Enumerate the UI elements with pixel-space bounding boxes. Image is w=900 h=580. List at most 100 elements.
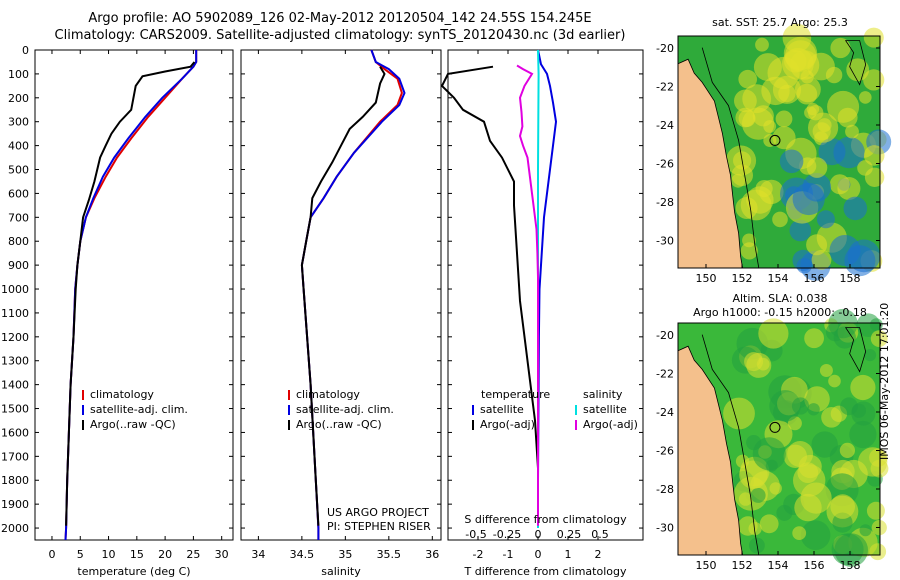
salinity-xlabel: salinity (321, 565, 361, 578)
difference-xlabel: T difference from climatology (464, 565, 627, 578)
sst-map-ocean-patch (735, 107, 755, 128)
sst-map-ocean-patch (740, 242, 758, 260)
sla-map-ocean-patch (851, 403, 867, 418)
sla-map-xtick-label: 158 (840, 559, 861, 572)
sst-map-ocean-patch (863, 145, 885, 166)
sst-map-ocean-patch (859, 91, 872, 104)
sst-map-ocean-patch (829, 174, 850, 195)
sst-map-ocean-patch (830, 37, 851, 59)
sst-map-ocean-patch (734, 89, 757, 113)
annotation-pi: PI: STEPHEN RISER (327, 520, 431, 533)
diff-s-tick-label: -0.25 (493, 528, 521, 541)
sst-map-ytick-label: -24 (656, 119, 674, 132)
sst-map-ocean-patch (738, 69, 757, 89)
depth-tick-label: 300 (8, 116, 29, 129)
sla-map-contour (701, 334, 760, 556)
depth-tick-label: 1600 (1, 426, 29, 439)
sst-map-ocean-patch (817, 118, 832, 133)
sst-map-ocean-patch (845, 124, 859, 139)
sst-map-ocean-patch (742, 233, 756, 248)
temperature-xtick-label: 20 (158, 548, 172, 561)
depth-tick-label: 1400 (1, 379, 29, 392)
difference-series-line (440, 65, 539, 526)
sst-map-ocean-patch (784, 40, 817, 72)
sla-map-ocean-patch (863, 349, 877, 362)
depth-tick-label: 200 (8, 92, 29, 105)
sst-map-ocean-patch (775, 110, 793, 128)
sla-map-ocean-patch (834, 533, 868, 567)
sst-map-ocean-patch (863, 69, 885, 91)
sst-map-reef-contour (844, 40, 867, 86)
temperature-xtick-label: 25 (186, 548, 200, 561)
sla-map-ocean-patch (839, 442, 856, 458)
sla-map-ocean-patch (723, 397, 755, 430)
sla-map-ocean-patch (758, 318, 789, 349)
salinity-legend-label: climatology (296, 388, 360, 401)
sst-map-ocean-patch (816, 210, 835, 229)
timestamp-stamp: IMOS 06-May-2012 17:01:20 (878, 302, 891, 460)
diff-legend-label: Argo(-adj) (583, 418, 638, 431)
depth-tick-label: 500 (8, 164, 29, 177)
sst-map-ocean-patch (740, 189, 772, 221)
temperature-xtick-label: 15 (130, 548, 144, 561)
sla-map-ytick-label: -28 (656, 483, 674, 496)
sla-map-xtick-label: 156 (804, 559, 825, 572)
sla-map-ocean-patch (833, 326, 856, 349)
diff-legend-label: satellite (480, 403, 524, 416)
sst-map (677, 23, 892, 281)
sla-map-ocean-patch (811, 431, 838, 458)
title-line-1: Argo profile: AO 5902089_126 02-May-2012… (88, 11, 592, 26)
salinity-frame (240, 49, 442, 541)
diff-legend-sal-title: salinity (583, 388, 623, 401)
title-line-2: Climatology: CARS2009. Satellite-adjuste… (54, 28, 626, 43)
temperature-frame (34, 49, 234, 541)
sla-map-ocean-patch (819, 364, 833, 377)
sst-map-ocean-patch (846, 58, 870, 82)
sla-map-ytick-label: -26 (656, 445, 674, 458)
sla-map-ocean-patch (783, 444, 807, 468)
depth-tick-label: 1100 (1, 307, 29, 320)
difference-xtick-label: 2 (595, 548, 602, 561)
difference-xtick-label: -2 (473, 548, 484, 561)
sst-map-ytick-label: -22 (656, 81, 674, 94)
sst-map-ocean-patch (795, 76, 821, 103)
temperature-xlabel: temperature (deg C) (77, 565, 190, 578)
sst-map-title: sat. SST: 25.7 Argo: 25.3 (712, 16, 848, 29)
depth-tick-label: 800 (8, 235, 29, 248)
sst-map-ocean-patch (811, 249, 832, 270)
diff-s-axis-title: S difference from climatology (464, 513, 627, 526)
depth-tick-label: 100 (8, 68, 29, 81)
temperature-legend-label: climatology (90, 388, 154, 401)
sla-map-ocean-patch (750, 487, 766, 503)
temperature-xtick-label: 10 (102, 548, 116, 561)
sst-map-ytick-label: -30 (656, 235, 674, 248)
sst-map-ocean-patch (804, 106, 817, 119)
salinity-legend-label: satellite-adj. clim. (296, 403, 394, 416)
sla-map-ocean-patch (828, 374, 841, 388)
depth-tick-label: 1300 (1, 355, 29, 368)
difference-xtick-label: 1 (565, 548, 572, 561)
depth-tick-label: 2000 (1, 522, 29, 535)
temperature-legend-label: Argo(..raw -QC) (90, 418, 176, 431)
sst-map-frame (677, 35, 881, 269)
sst-map-ocean-patch (829, 235, 861, 266)
diff-s-tick-label: 0 (535, 528, 542, 541)
sla-map-ocean-patch (769, 482, 782, 495)
sla-map-ocean-patch (870, 330, 888, 347)
diff-s-tick-label: -0.5 (465, 528, 486, 541)
sla-map-ocean-patch (746, 435, 762, 451)
diff-legend-label: Argo(-adj) (480, 418, 535, 431)
sla-map-ytick-label: -20 (656, 329, 674, 342)
sst-map-xtick-label: 150 (696, 272, 717, 285)
sla-map-ocean-patch (807, 403, 820, 416)
sla-map-ocean-patch (744, 352, 764, 372)
temperature-xtick-label: 0 (48, 548, 55, 561)
depth-tick-label: 1200 (1, 331, 29, 344)
sla-map-land (677, 345, 744, 556)
temperature-xtick-label: 30 (215, 548, 229, 561)
sst-map-ocean-patch (789, 219, 812, 242)
diff-legend-temp-title: temperature (481, 388, 550, 401)
depth-tick-label: 900 (8, 259, 29, 272)
difference-frame (447, 49, 644, 541)
